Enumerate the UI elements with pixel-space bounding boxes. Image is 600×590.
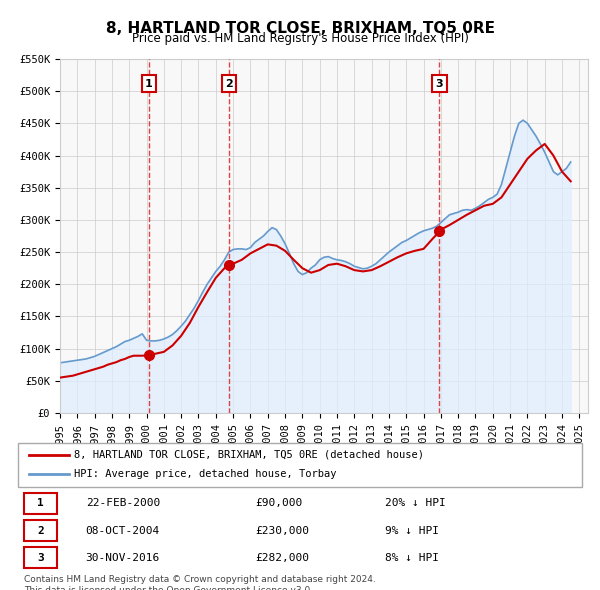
Text: 3: 3 bbox=[37, 553, 44, 563]
Text: HPI: Average price, detached house, Torbay: HPI: Average price, detached house, Torb… bbox=[74, 470, 337, 479]
Text: 20% ↓ HPI: 20% ↓ HPI bbox=[385, 499, 445, 509]
FancyBboxPatch shape bbox=[23, 548, 58, 568]
Text: 9% ↓ HPI: 9% ↓ HPI bbox=[385, 526, 439, 536]
Text: 8% ↓ HPI: 8% ↓ HPI bbox=[385, 553, 439, 563]
Text: 3: 3 bbox=[436, 79, 443, 88]
Text: £282,000: £282,000 bbox=[255, 553, 309, 563]
Text: Price paid vs. HM Land Registry's House Price Index (HPI): Price paid vs. HM Land Registry's House … bbox=[131, 32, 469, 45]
Text: 30-NOV-2016: 30-NOV-2016 bbox=[86, 553, 160, 563]
Text: 1: 1 bbox=[37, 499, 44, 509]
Text: 8, HARTLAND TOR CLOSE, BRIXHAM, TQ5 0RE (detached house): 8, HARTLAND TOR CLOSE, BRIXHAM, TQ5 0RE … bbox=[74, 450, 424, 460]
Text: £230,000: £230,000 bbox=[255, 526, 309, 536]
FancyBboxPatch shape bbox=[23, 493, 58, 514]
Text: 2: 2 bbox=[37, 526, 44, 536]
Text: Contains HM Land Registry data © Crown copyright and database right 2024.
This d: Contains HM Land Registry data © Crown c… bbox=[24, 575, 376, 590]
FancyBboxPatch shape bbox=[18, 442, 582, 487]
Text: £90,000: £90,000 bbox=[255, 499, 302, 509]
Text: 2: 2 bbox=[225, 79, 233, 88]
Text: 8, HARTLAND TOR CLOSE, BRIXHAM, TQ5 0RE: 8, HARTLAND TOR CLOSE, BRIXHAM, TQ5 0RE bbox=[106, 21, 494, 35]
FancyBboxPatch shape bbox=[23, 520, 58, 541]
Text: 08-OCT-2004: 08-OCT-2004 bbox=[86, 526, 160, 536]
Text: 1: 1 bbox=[145, 79, 152, 88]
Text: 22-FEB-2000: 22-FEB-2000 bbox=[86, 499, 160, 509]
